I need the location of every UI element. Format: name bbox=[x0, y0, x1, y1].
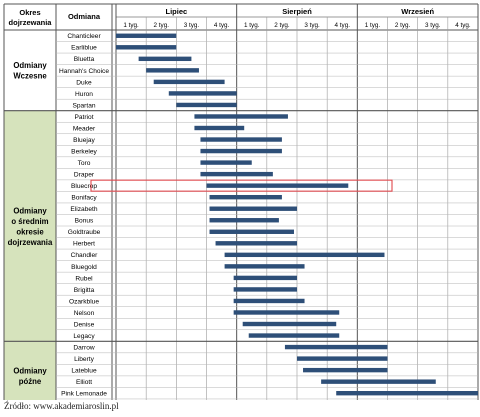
group-label: późne bbox=[19, 377, 42, 386]
bar-bluetta bbox=[138, 56, 192, 62]
bar-nelson bbox=[233, 310, 340, 315]
variety-label: Brigitta bbox=[74, 287, 95, 294]
group-shade bbox=[4, 341, 56, 400]
bar-brigitta bbox=[233, 287, 297, 292]
week-label: 2 tyg. bbox=[395, 22, 411, 29]
variety-label: Lateblue bbox=[71, 368, 97, 375]
group-label: okresie bbox=[16, 227, 44, 236]
bar-spartan bbox=[176, 102, 237, 108]
bar-draper bbox=[200, 171, 273, 177]
bar-ozarkblue bbox=[233, 298, 305, 304]
bar-duke bbox=[153, 79, 225, 85]
variety-label: Bonifacy bbox=[71, 195, 97, 202]
variety-label: Bluegold bbox=[71, 264, 97, 271]
group-label: Wczesne bbox=[13, 72, 47, 81]
group-label: o średnim bbox=[11, 217, 48, 226]
variety-label: Chanticleer bbox=[67, 33, 101, 40]
variety-label: Bluejay bbox=[73, 137, 95, 144]
bar-bluecrop bbox=[206, 183, 349, 188]
variety-label: Meader bbox=[73, 125, 96, 132]
bar-bluegold bbox=[224, 264, 305, 269]
bar-hannah-s-choice bbox=[146, 68, 199, 73]
variety-label: Pink Lemonade bbox=[61, 391, 107, 398]
bar-elizabeth bbox=[209, 206, 297, 211]
header-variety: Odmiana bbox=[68, 12, 101, 21]
bar-bonifacy bbox=[209, 194, 282, 200]
week-label: 1 tyg. bbox=[365, 22, 381, 29]
variety-label: Duke bbox=[76, 79, 92, 86]
week-label: 3 tyg. bbox=[184, 22, 200, 29]
group-label: Odmiany bbox=[13, 206, 47, 215]
bar-meader bbox=[194, 125, 245, 131]
week-label: 2 tyg. bbox=[154, 22, 170, 29]
bar-goldtraube bbox=[209, 229, 294, 234]
week-label: 3 tyg. bbox=[425, 22, 441, 29]
month-label: Lipiec bbox=[165, 7, 187, 16]
variety-label: Patriot bbox=[74, 114, 93, 121]
variety-label: Ozarkblue bbox=[69, 298, 99, 305]
bar-darrow bbox=[284, 344, 388, 350]
variety-label: Legacy bbox=[73, 333, 95, 340]
variety-label: Hannah's Choice bbox=[59, 68, 109, 75]
bar-berkeley bbox=[200, 148, 282, 154]
variety-label: Denise bbox=[74, 321, 95, 328]
variety-label: Toro bbox=[78, 160, 91, 167]
week-label: 4 tyg. bbox=[335, 22, 351, 29]
variety-label: Chandler bbox=[71, 252, 99, 259]
variety-label: Draper bbox=[74, 172, 95, 179]
bar-toro bbox=[200, 160, 252, 165]
variety-label: Bluecrop bbox=[71, 183, 97, 190]
bar-legacy bbox=[248, 333, 340, 338]
group-label: Odmiany bbox=[13, 61, 47, 70]
month-label: Sierpień bbox=[282, 7, 312, 16]
bar-rubel bbox=[233, 275, 297, 281]
bar-patriot bbox=[194, 114, 288, 119]
week-label: 3 tyg. bbox=[304, 22, 320, 29]
bar-earliblue bbox=[116, 45, 177, 50]
highlight-box bbox=[90, 179, 393, 192]
header-period-line: Okres bbox=[19, 8, 40, 17]
month-label: Wrzesień bbox=[401, 7, 434, 16]
variety-label: Liberty bbox=[74, 356, 94, 363]
bar-lateblue bbox=[303, 367, 388, 373]
group-label: Odmiany bbox=[13, 367, 47, 376]
variety-label: Bluetta bbox=[74, 56, 95, 63]
bar-bluejay bbox=[200, 137, 282, 142]
week-label: 1 tyg. bbox=[244, 22, 260, 29]
variety-label: Rubel bbox=[75, 275, 93, 282]
week-label: 2 tyg. bbox=[274, 22, 290, 29]
group-label: dojrzewania bbox=[8, 238, 53, 247]
bar-elliott bbox=[321, 379, 436, 384]
variety-label: Earliblue bbox=[71, 45, 97, 52]
variety-label: Huron bbox=[75, 91, 93, 98]
week-label: 4 tyg. bbox=[214, 22, 230, 29]
source-note: Źródło: www.akademiaroslin.pl bbox=[4, 401, 119, 411]
variety-label: Herbert bbox=[73, 241, 95, 248]
variety-label: Elizabeth bbox=[70, 206, 97, 213]
bar-chanticleer bbox=[116, 33, 177, 38]
bar-herbert bbox=[215, 241, 297, 246]
bar-huron bbox=[168, 91, 237, 96]
bar-pink-lemonade bbox=[336, 390, 478, 396]
header-period-line: dojrzewania bbox=[9, 18, 53, 27]
variety-label: Berkeley bbox=[71, 148, 97, 155]
variety-label: Spartan bbox=[72, 102, 95, 109]
bar-denise bbox=[242, 321, 337, 327]
group-shade bbox=[4, 110, 56, 342]
variety-label: Elliott bbox=[76, 379, 92, 386]
variety-label: Darrow bbox=[73, 344, 94, 351]
week-label: 4 tyg. bbox=[455, 22, 471, 29]
variety-label: Goldtraube bbox=[68, 229, 101, 236]
variety-label: Nelson bbox=[74, 310, 95, 317]
variety-label: Bonus bbox=[75, 218, 94, 225]
bar-liberty bbox=[297, 356, 388, 361]
bar-bonus bbox=[209, 218, 279, 223]
bar-chandler bbox=[224, 252, 385, 258]
week-label: 1 tyg. bbox=[123, 22, 139, 29]
